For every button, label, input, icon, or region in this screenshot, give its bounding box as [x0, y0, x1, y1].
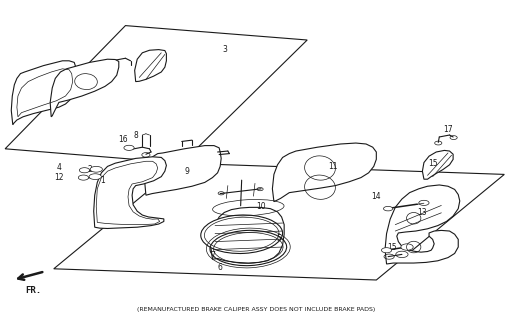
Text: 3: 3: [223, 45, 228, 54]
Ellipse shape: [79, 168, 90, 173]
Text: FR.: FR.: [25, 286, 41, 295]
Text: 15: 15: [428, 159, 437, 168]
Text: 11: 11: [328, 162, 337, 171]
Polygon shape: [385, 185, 460, 264]
Ellipse shape: [381, 248, 392, 253]
Ellipse shape: [124, 145, 134, 150]
Text: 7: 7: [210, 252, 215, 260]
Polygon shape: [272, 143, 376, 202]
Text: 2: 2: [87, 165, 92, 174]
Text: 12: 12: [54, 173, 63, 182]
Ellipse shape: [90, 166, 102, 172]
Polygon shape: [50, 59, 119, 117]
Text: 5: 5: [276, 234, 282, 243]
Polygon shape: [145, 146, 221, 195]
Text: 13: 13: [418, 208, 427, 217]
Ellipse shape: [401, 244, 413, 250]
Polygon shape: [94, 157, 166, 228]
Text: 14: 14: [372, 192, 381, 201]
Polygon shape: [422, 150, 453, 179]
Ellipse shape: [201, 215, 283, 253]
Text: 4: 4: [56, 164, 61, 172]
Polygon shape: [135, 50, 166, 82]
Text: 15: 15: [387, 244, 396, 252]
Ellipse shape: [89, 174, 101, 180]
Polygon shape: [211, 207, 284, 263]
Text: 9: 9: [184, 167, 189, 176]
Text: 1: 1: [100, 176, 105, 185]
Polygon shape: [11, 61, 76, 125]
Text: 17: 17: [443, 125, 453, 134]
Text: 8: 8: [133, 132, 138, 140]
Text: (REMANUFACTURED BRAKE CALIPER ASSY DOES NOT INCLUDE BRAKE PADS): (REMANUFACTURED BRAKE CALIPER ASSY DOES …: [137, 307, 375, 312]
Text: 16: 16: [118, 135, 127, 144]
Text: 6: 6: [218, 263, 223, 272]
Text: 10: 10: [257, 202, 266, 211]
Ellipse shape: [78, 175, 89, 180]
Ellipse shape: [383, 206, 393, 211]
